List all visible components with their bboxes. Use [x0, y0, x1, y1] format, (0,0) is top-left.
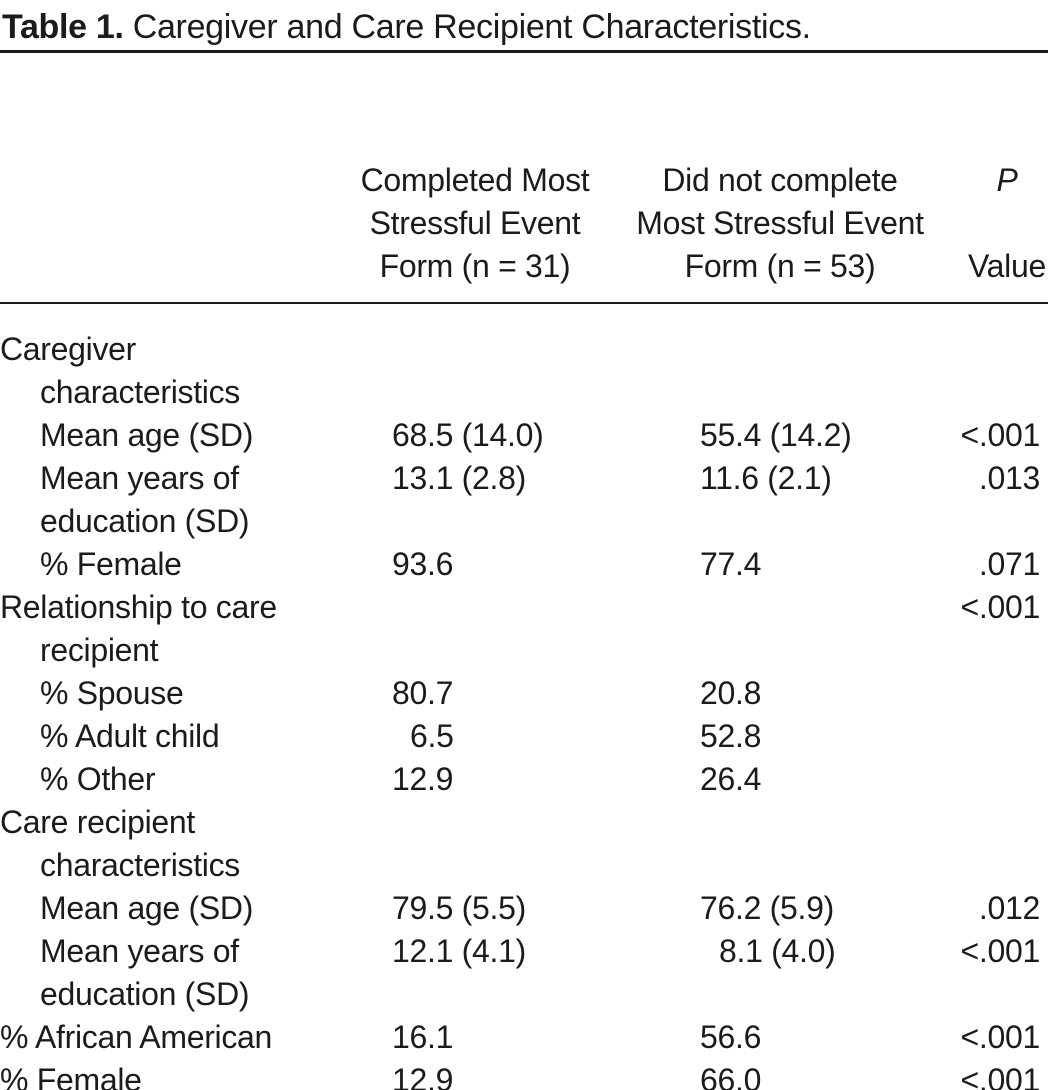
- value-cell: 93.6: [392, 546, 454, 582]
- value-cell: 12.1 (4.1): [392, 933, 526, 969]
- table-row-relationship-section: Relationship to care recipient <.001: [0, 586, 1048, 672]
- value-cell: 26.4: [700, 761, 762, 797]
- p-value-cell: [940, 303, 1048, 414]
- value-cell: 12.9: [392, 761, 454, 797]
- value-cell: [330, 586, 620, 672]
- table-row-spouse: % Spouse 80.7 20.8: [0, 672, 1048, 715]
- table-row-recipient-section: Care recipient characteristics: [0, 801, 1048, 887]
- table-row-recipient-education: Mean years of education (SD) 12.1 (4.1) …: [0, 930, 1048, 1016]
- value-cell: 11.6 (2.1): [700, 460, 832, 496]
- value-cell: 52.8: [700, 718, 762, 754]
- value-cell: 13.1 (2.8): [392, 460, 526, 496]
- table-title: Table 1. Caregiver and Care Recipient Cha…: [0, 0, 1048, 53]
- p-value-cell: <.001: [960, 1019, 1041, 1055]
- value-cell: 20.8: [700, 675, 762, 711]
- p-value-cell: .071: [978, 546, 1040, 582]
- table-row-recipient-age: Mean age (SD) 79.5 (5.5) 76.2 (5.9) .012: [0, 887, 1048, 930]
- table-row-other: % Other 12.9 26.4: [0, 758, 1048, 801]
- value-cell: 12.9: [392, 1062, 454, 1090]
- p-value-cell: <.001: [960, 589, 1041, 625]
- header-p-value: P Value: [940, 53, 1048, 303]
- row-label: Mean years of education (SD): [40, 933, 250, 1012]
- value-cell: 55.4 (14.2): [700, 417, 852, 453]
- value-cell: 76.2 (5.9): [700, 890, 834, 926]
- row-label: Mean age (SD): [40, 417, 254, 453]
- table-row-african-american: % African American 16.1 56.6 <.001: [0, 1016, 1048, 1059]
- value-cell: 56.6: [700, 1019, 762, 1055]
- row-label: Care recipient characteristics: [0, 804, 241, 883]
- table-caption: Caregiver and Care Recipient Characteris…: [132, 8, 811, 46]
- value-cell: 8.1 (4.0): [719, 933, 836, 969]
- value-cell: 79.5 (5.5): [392, 890, 526, 926]
- table-row-adult-child: % Adult child 6.5 52.8: [0, 715, 1048, 758]
- row-label: Relationship to care recipient: [0, 589, 277, 668]
- row-label: % Adult child: [40, 718, 220, 754]
- table-row-caregiver-age: Mean age (SD) 68.5 (14.0) 55.4 (14.2) <.…: [0, 414, 1048, 457]
- value-cell: [620, 586, 940, 672]
- row-label: % Other: [40, 761, 156, 797]
- value-cell: 66.0: [700, 1062, 762, 1090]
- p-value-cell: [940, 801, 1048, 887]
- value-cell: 77.4: [700, 546, 762, 582]
- p-value-cell: [940, 758, 1048, 801]
- p-value-cell: [940, 672, 1048, 715]
- p-value-cell: [940, 715, 1048, 758]
- row-label: Mean age (SD): [40, 890, 254, 926]
- table-row-caregiver-section: Caregiver characteristics: [0, 303, 1048, 414]
- table-row-recipient-female: % Female 12.9 66.0 <.001: [0, 1059, 1048, 1090]
- p-value-cell: <.001: [960, 417, 1041, 453]
- p-value-cell: .012: [978, 890, 1040, 926]
- row-label: % Female: [0, 1062, 142, 1090]
- table-row-caregiver-female: % Female 93.6 77.4 .071: [0, 543, 1048, 586]
- table-header: Completed Most Stressful Event Form (n =…: [0, 53, 1048, 303]
- row-label: % Spouse: [40, 675, 184, 711]
- value-cell: [330, 801, 620, 887]
- table-body: Caregiver characteristics Mean age (SD) …: [0, 303, 1048, 1090]
- p-value-cell: .013: [978, 460, 1040, 496]
- header-empty-cell: [0, 53, 330, 303]
- p-value-cell: <.001: [960, 1062, 1041, 1090]
- p-value-header-block: P Value: [968, 116, 1046, 288]
- header-row: Completed Most Stressful Event Form (n =…: [0, 53, 1048, 303]
- row-label: % Female: [40, 546, 182, 582]
- row-label: Caregiver characteristics: [0, 331, 241, 410]
- value-cell: 6.5: [410, 718, 454, 754]
- header-not-completed-group: Did not complete Most Stressful Event Fo…: [636, 162, 924, 284]
- value-cell: 16.1: [392, 1019, 454, 1055]
- p-value-label: Value: [968, 248, 1046, 284]
- table-row-caregiver-education: Mean years of education (SD) 13.1 (2.8) …: [0, 457, 1048, 543]
- row-label: Mean years of education (SD): [40, 460, 250, 539]
- characteristics-table: Completed Most Stressful Event Form (n =…: [0, 53, 1048, 1090]
- value-cell: 68.5 (14.0): [392, 417, 544, 453]
- value-cell: [330, 303, 620, 414]
- table-number: Table 1.: [2, 8, 124, 46]
- value-cell: 80.7: [392, 675, 454, 711]
- value-cell: [620, 801, 940, 887]
- row-label: % African American: [0, 1019, 273, 1055]
- p-symbol: P: [996, 162, 1018, 198]
- header-completed-group: Completed Most Stressful Event Form (n =…: [360, 162, 590, 284]
- p-value-cell: <.001: [960, 933, 1041, 969]
- value-cell: [620, 303, 940, 414]
